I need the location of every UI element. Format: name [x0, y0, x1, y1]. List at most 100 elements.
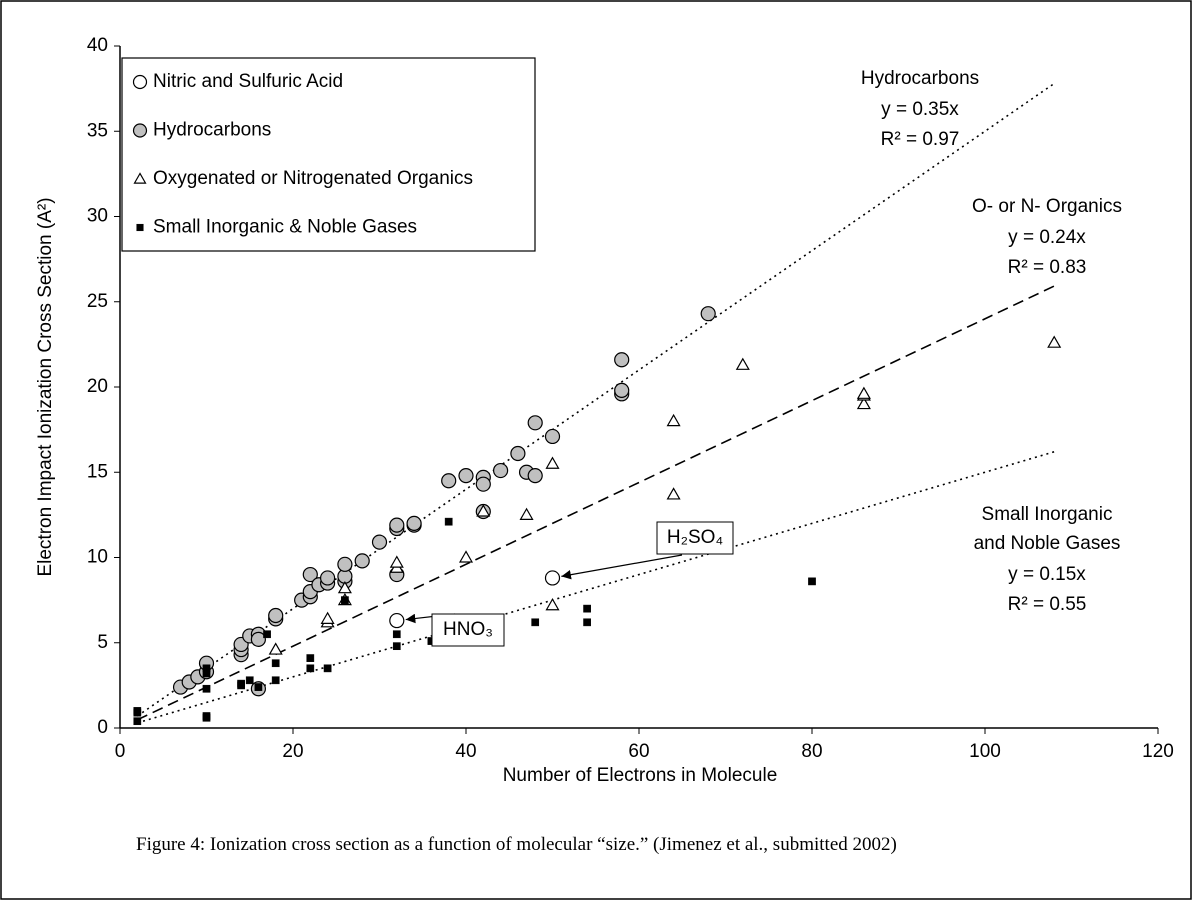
- point: [268, 642, 283, 655]
- trendline-r2: R² = 0.97: [881, 129, 960, 150]
- legend-marker: [136, 223, 144, 232]
- annotation-box: [431, 613, 505, 647]
- point: [544, 570, 561, 586]
- legend-label: Nitric and Sulfuric Acid: [153, 71, 343, 92]
- trendline: [136, 285, 1055, 721]
- caption: Figure 4: Ionization cross section as a …: [136, 834, 897, 855]
- point: [202, 712, 211, 720]
- point: [245, 676, 254, 685]
- point: [700, 306, 716, 322]
- annotation-text: HNO₃: [443, 619, 493, 640]
- trendline-equation: y = 0.35x: [881, 99, 959, 120]
- trendline-equation: y = 0.15x: [1008, 564, 1086, 585]
- point: [237, 681, 245, 690]
- point: [133, 707, 142, 715]
- point: [614, 382, 630, 399]
- point: [389, 612, 405, 629]
- point: [268, 607, 284, 624]
- point: [306, 664, 315, 673]
- x-tick-label: 100: [969, 741, 1001, 762]
- y-tick-label: 15: [87, 461, 108, 482]
- legend-marker: [133, 172, 147, 184]
- x-tick-label: 0: [115, 741, 126, 762]
- point: [271, 659, 280, 668]
- y-tick-label: 5: [97, 632, 108, 653]
- point: [666, 413, 681, 427]
- legend-label: Oxygenated or Nitrogenated Organics: [153, 168, 473, 189]
- point: [458, 550, 474, 563]
- point: [323, 664, 332, 673]
- trendline-equation: y = 0.24x: [1008, 227, 1086, 248]
- point: [519, 507, 534, 520]
- point: [808, 577, 816, 586]
- point: [389, 517, 405, 533]
- legend-label: Small Inorganic & Noble Gases: [153, 217, 417, 238]
- point: [202, 684, 211, 693]
- point: [583, 604, 591, 613]
- y-tick-label: 30: [87, 206, 108, 227]
- point: [406, 515, 422, 532]
- annotation-arrow: [561, 554, 683, 580]
- x-tick-label: 80: [801, 741, 822, 762]
- point: [856, 386, 871, 399]
- point: [493, 462, 509, 479]
- point: [263, 630, 271, 639]
- y-tick-label: 35: [87, 120, 108, 141]
- point: [254, 683, 263, 691]
- point: [458, 468, 474, 484]
- point: [441, 473, 457, 489]
- y-axis-title: Electron Impact Ionization Cross Section…: [35, 197, 56, 576]
- point: [476, 504, 491, 517]
- point: [510, 445, 526, 462]
- y-tick-label: 10: [87, 547, 108, 568]
- point: [337, 580, 352, 594]
- y-tick-label: 20: [87, 376, 108, 397]
- point: [527, 415, 543, 431]
- trendline-r2: R² = 0.83: [1008, 257, 1087, 278]
- point: [614, 352, 630, 368]
- trendline-name: O- or N- Organics: [972, 196, 1122, 217]
- point: [354, 553, 370, 569]
- x-tick-label: 20: [282, 741, 303, 762]
- point: [1047, 335, 1062, 348]
- x-tick-label: 120: [1142, 741, 1174, 762]
- y-tick-label: 25: [87, 291, 108, 312]
- point: [856, 396, 871, 410]
- legend-label: Hydrocarbons: [153, 120, 271, 141]
- point: [202, 664, 211, 673]
- legend-marker: [132, 74, 148, 90]
- point: [475, 476, 491, 492]
- point: [371, 534, 388, 550]
- legend-marker: [132, 123, 148, 138]
- point: [527, 468, 543, 484]
- point: [392, 630, 401, 639]
- point: [133, 717, 142, 726]
- annotation-box: [656, 521, 734, 555]
- annotation-text: H₂SO₄: [667, 527, 724, 548]
- point: [545, 598, 560, 611]
- point: [320, 611, 335, 624]
- point: [545, 456, 560, 469]
- y-tick-label: 0: [97, 717, 108, 738]
- point: [271, 676, 280, 685]
- x-tick-label: 40: [455, 741, 476, 762]
- point: [666, 487, 681, 500]
- trendline-name: and Noble Gases: [974, 533, 1121, 554]
- point: [341, 596, 349, 604]
- point: [320, 570, 336, 586]
- point: [250, 631, 266, 647]
- x-tick-label: 60: [628, 741, 649, 762]
- point: [302, 566, 318, 583]
- x-axis-title: Number of Electrons in Molecule: [503, 765, 778, 786]
- y-tick-label: 40: [87, 35, 108, 56]
- point: [444, 517, 453, 526]
- point: [544, 428, 561, 445]
- point: [389, 555, 404, 568]
- trendline-name: Small Inorganic: [982, 504, 1113, 525]
- trendline-r2: R² = 0.55: [1008, 594, 1087, 615]
- point: [735, 357, 750, 370]
- point: [392, 642, 401, 651]
